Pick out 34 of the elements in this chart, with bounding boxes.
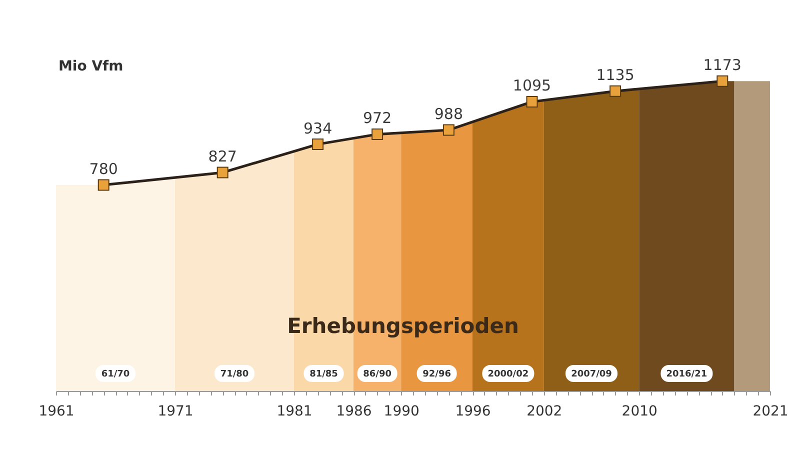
band-label: 86/90 <box>363 370 392 380</box>
x-tick-label: 1990 <box>384 404 420 420</box>
x-tick-label: 2002 <box>526 404 562 420</box>
band-label: 2016/21 <box>666 370 708 380</box>
x-tick-label: 1961 <box>38 404 74 420</box>
x-tick-label: 1981 <box>276 404 312 420</box>
x-tick-label: 2021 <box>752 404 788 420</box>
data-label: 972 <box>362 109 392 128</box>
band-label: 2007/09 <box>571 370 612 380</box>
data-label: 934 <box>303 119 332 138</box>
band-label: 81/85 <box>310 370 338 380</box>
band-label: 2000/02 <box>488 370 529 380</box>
data-label: 1095 <box>512 76 552 95</box>
point <box>716 75 728 87</box>
point <box>312 138 324 150</box>
data-label: 780 <box>89 160 118 178</box>
data-label: 988 <box>434 105 464 124</box>
data-label: 1173 <box>703 56 742 74</box>
point <box>98 179 110 191</box>
band-label: 71/80 <box>220 370 249 380</box>
y-axis-title: Mio Vfm <box>58 58 124 74</box>
point <box>526 96 538 108</box>
x-tick-label: 1996 <box>455 404 491 420</box>
x-tick-label: 2010 <box>622 404 658 420</box>
x-tick-label: 1986 <box>336 404 372 420</box>
point <box>216 166 228 178</box>
point <box>372 128 384 140</box>
band-label: 92/96 <box>422 370 451 380</box>
point <box>442 124 454 136</box>
data-label: 1135 <box>596 66 634 84</box>
band-label: 61/70 <box>101 370 130 380</box>
data-label: 827 <box>208 148 237 166</box>
x-tick-label: 1971 <box>158 404 194 420</box>
point <box>610 85 622 97</box>
